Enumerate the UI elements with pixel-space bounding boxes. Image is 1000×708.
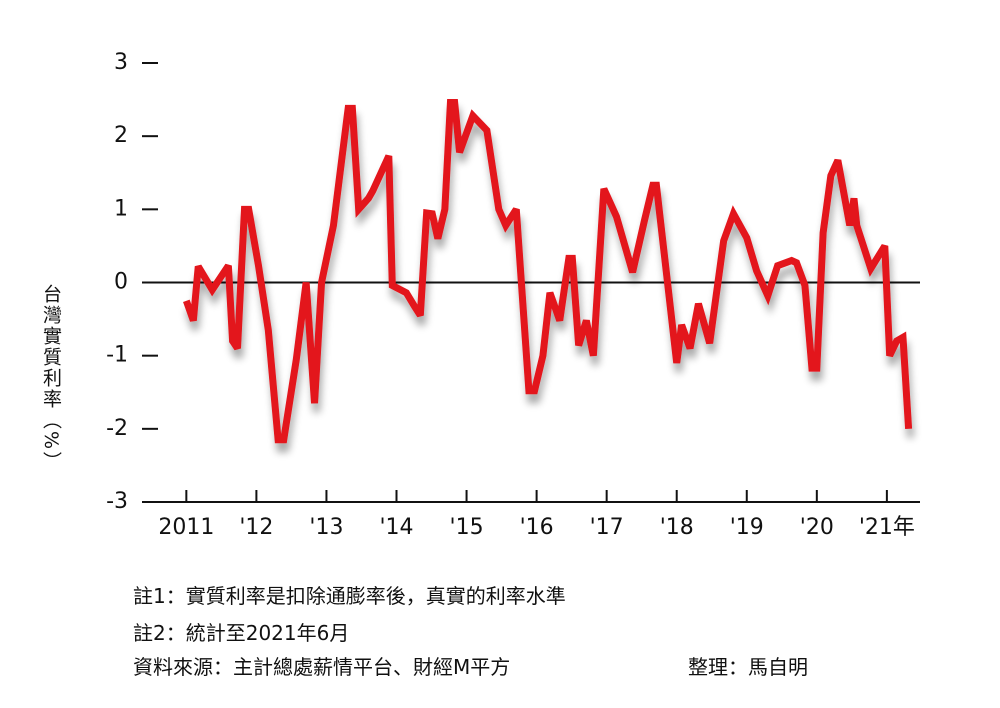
x-tick-label: '16 — [520, 515, 554, 540]
note: 註1：實質利率是扣除通膨率後，真實的利率水準 — [133, 584, 566, 608]
x-tick-label: '13 — [309, 515, 343, 540]
x-tick-label: '19 — [730, 515, 764, 540]
y-tick-label: 2 — [114, 123, 128, 148]
y-tick-label: 1 — [114, 196, 128, 221]
x-tick-label: '14 — [379, 515, 413, 540]
y-axis-label: 台灣實質利率（%） — [40, 284, 62, 473]
x-tick-label: '15 — [450, 515, 484, 540]
credit: 整理：馬自明 — [688, 655, 808, 679]
y-tick-label: 3 — [114, 50, 128, 75]
y-tick-label: -2 — [106, 416, 128, 441]
data-line — [183, 99, 913, 444]
x-tick-label: '20 — [800, 515, 834, 540]
note: 資料來源：主計總處薪情平台、財經M平方 — [133, 655, 511, 679]
y-tick-label: -3 — [106, 489, 128, 514]
y-tick-label: 0 — [114, 270, 128, 295]
x-tick-label: '21年 — [859, 515, 915, 540]
y-tick-label: -1 — [106, 343, 128, 368]
note: 註2：統計至2021年6月 — [133, 621, 350, 645]
x-tick-label: '17 — [590, 515, 624, 540]
x-tick-label: '18 — [660, 515, 694, 540]
x-tick-label: '12 — [239, 515, 273, 540]
x-tick-label: 2011 — [158, 515, 214, 540]
